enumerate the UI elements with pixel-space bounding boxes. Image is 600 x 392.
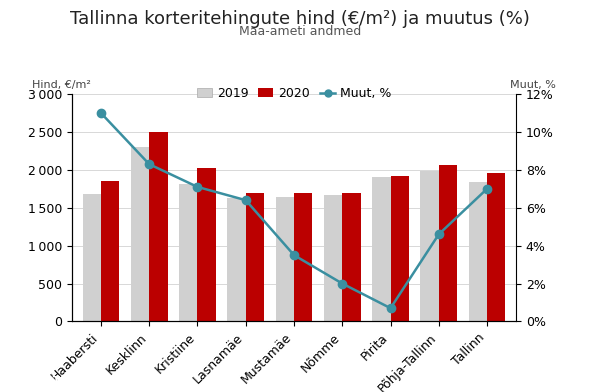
Legend: 2019, 2020, Muut, %: 2019, 2020, Muut, % [191,82,397,105]
Bar [246,192,264,321]
Bar [83,194,101,321]
Bar [421,171,439,321]
Text: Muut, %: Muut, % [510,80,556,89]
Bar [372,177,391,321]
Text: Maa-ameti andmed: Maa-ameti andmed [239,25,361,38]
Bar [324,195,342,321]
Bar [487,173,505,321]
Text: © Tõnu Toompark, ADAUR.EE: © Tõnu Toompark, ADAUR.EE [7,376,177,386]
Bar [179,183,197,321]
Bar [149,132,167,321]
Bar [197,168,216,321]
Bar [294,192,313,321]
Text: Hind, €/m²: Hind, €/m² [32,80,91,89]
Bar [227,198,246,321]
Bar [131,147,149,321]
Bar [469,182,487,321]
Bar [101,181,119,321]
Text: ©: © [2,376,13,386]
Bar [439,165,457,321]
Text: Tallinna korteritehingute hind (€/m²) ja muutus (%): Tallinna korteritehingute hind (€/m²) ja… [70,10,530,28]
Bar [342,192,361,321]
Bar [391,176,409,321]
Bar [275,197,294,321]
